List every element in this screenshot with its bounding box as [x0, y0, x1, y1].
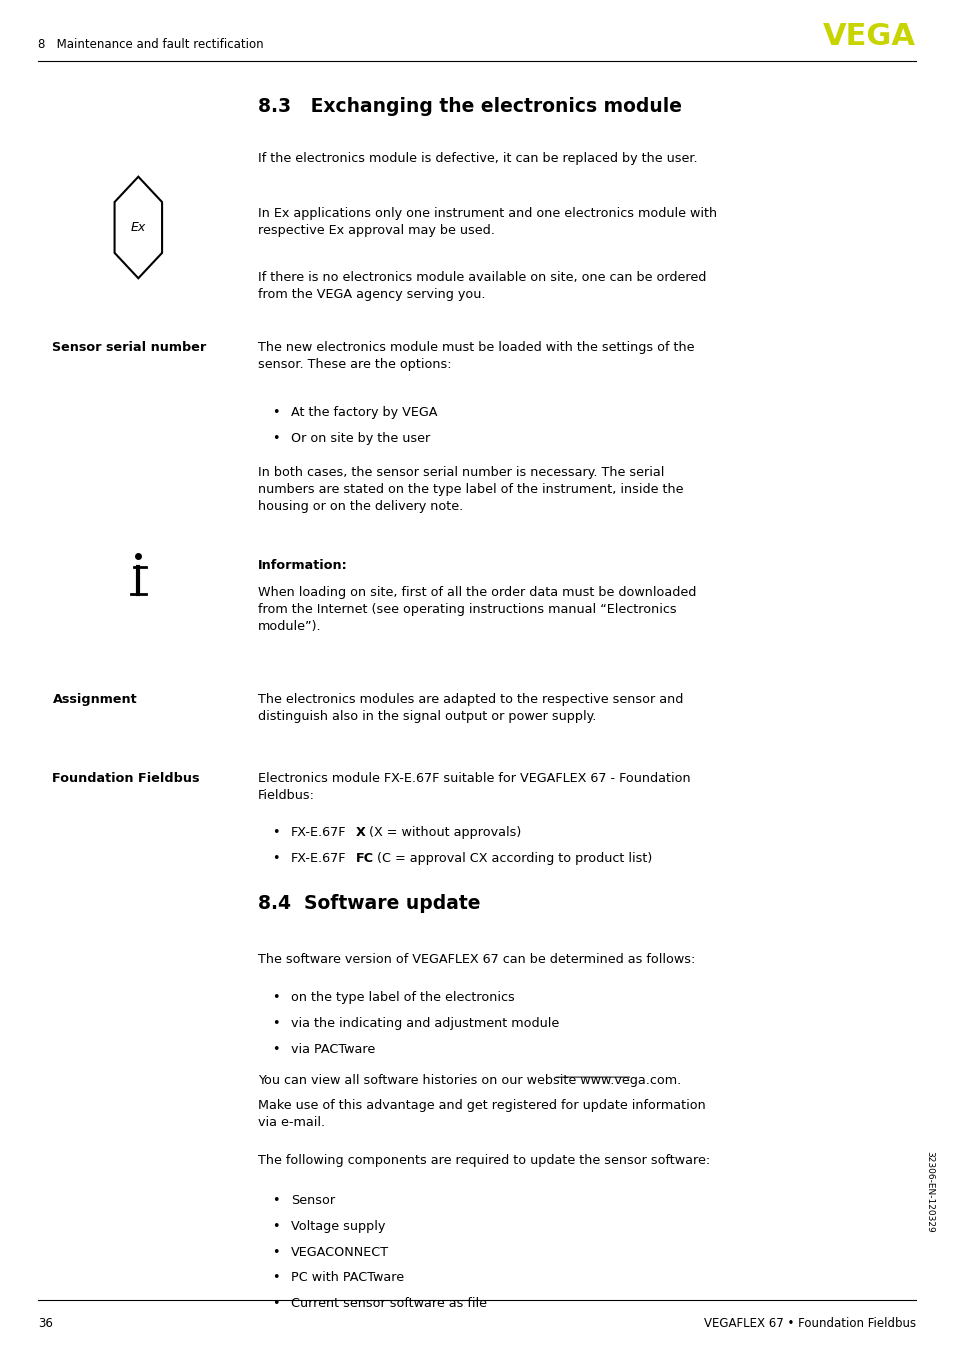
Text: Make use of this advantage and get registered for update information
via e-mail.: Make use of this advantage and get regis…: [257, 1099, 704, 1129]
Text: X: X: [355, 826, 365, 839]
Text: Current sensor software as file: Current sensor software as file: [291, 1297, 486, 1311]
Text: FC: FC: [355, 852, 374, 865]
Text: Information:: Information:: [257, 559, 347, 573]
Text: VEGAFLEX 67 • Foundation Fieldbus: VEGAFLEX 67 • Foundation Fieldbus: [703, 1317, 915, 1331]
Text: The following components are required to update the sensor software:: The following components are required to…: [257, 1154, 709, 1167]
Text: If the electronics module is defective, it can be replaced by the user.: If the electronics module is defective, …: [257, 152, 697, 165]
Text: Sensor serial number: Sensor serial number: [52, 341, 207, 355]
Text: 8   Maintenance and fault rectification: 8 Maintenance and fault rectification: [38, 38, 264, 51]
Text: Assignment: Assignment: [52, 693, 137, 707]
Text: via PACTware: via PACTware: [291, 1043, 375, 1056]
Text: on the type label of the electronics: on the type label of the electronics: [291, 991, 515, 1005]
Text: 8.4  Software update: 8.4 Software update: [257, 894, 479, 913]
Text: You can view all software histories on our website www.vega.com.: You can view all software histories on o…: [257, 1074, 680, 1087]
Text: In both cases, the sensor serial number is necessary. The serial
numbers are sta: In both cases, the sensor serial number …: [257, 466, 682, 513]
Text: •: •: [272, 1271, 279, 1285]
Text: In Ex applications only one instrument and one electronics module with
respectiv: In Ex applications only one instrument a…: [257, 207, 716, 237]
Text: 32306-EN-120329: 32306-EN-120329: [924, 1151, 934, 1232]
Text: The new electronics module must be loaded with the settings of the
sensor. These: The new electronics module must be loade…: [257, 341, 694, 371]
Text: At the factory by VEGA: At the factory by VEGA: [291, 406, 437, 420]
Text: •: •: [272, 826, 279, 839]
Text: FX-E.67F: FX-E.67F: [291, 826, 346, 839]
Text: •: •: [272, 1043, 279, 1056]
Text: •: •: [272, 1194, 279, 1208]
Text: Sensor: Sensor: [291, 1194, 335, 1208]
Text: •: •: [272, 852, 279, 865]
Text: •: •: [272, 1220, 279, 1233]
Text: The software version of VEGAFLEX 67 can be determined as follows:: The software version of VEGAFLEX 67 can …: [257, 953, 694, 967]
Text: 36: 36: [38, 1317, 53, 1331]
Text: •: •: [272, 432, 279, 445]
Text: VEGA: VEGA: [822, 23, 915, 51]
Text: via the indicating and adjustment module: via the indicating and adjustment module: [291, 1017, 558, 1030]
Text: If there is no electronics module available on site, one can be ordered
from the: If there is no electronics module availa…: [257, 271, 705, 301]
Text: When loading on site, first of all the order data must be downloaded
from the In: When loading on site, first of all the o…: [257, 586, 696, 634]
Text: 8.3   Exchanging the electronics module: 8.3 Exchanging the electronics module: [257, 97, 680, 116]
Text: •: •: [272, 406, 279, 420]
Text: •: •: [272, 991, 279, 1005]
Text: •: •: [272, 1297, 279, 1311]
Text: Ex: Ex: [131, 221, 146, 234]
Text: (X = without approvals): (X = without approvals): [365, 826, 521, 839]
Text: Electronics module FX-E.67F suitable for VEGAFLEX 67 - Foundation
Fieldbus:: Electronics module FX-E.67F suitable for…: [257, 772, 689, 802]
Text: Voltage supply: Voltage supply: [291, 1220, 385, 1233]
Text: FX-E.67F: FX-E.67F: [291, 852, 346, 865]
Text: PC with PACTware: PC with PACTware: [291, 1271, 404, 1285]
Text: (C = approval CX according to product list): (C = approval CX according to product li…: [373, 852, 652, 865]
Text: •: •: [272, 1246, 279, 1259]
Text: •: •: [272, 1017, 279, 1030]
Text: Foundation Fieldbus: Foundation Fieldbus: [52, 772, 200, 785]
Text: Or on site by the user: Or on site by the user: [291, 432, 430, 445]
Text: The electronics modules are adapted to the respective sensor and
distinguish als: The electronics modules are adapted to t…: [257, 693, 682, 723]
Text: VEGACONNECT: VEGACONNECT: [291, 1246, 389, 1259]
